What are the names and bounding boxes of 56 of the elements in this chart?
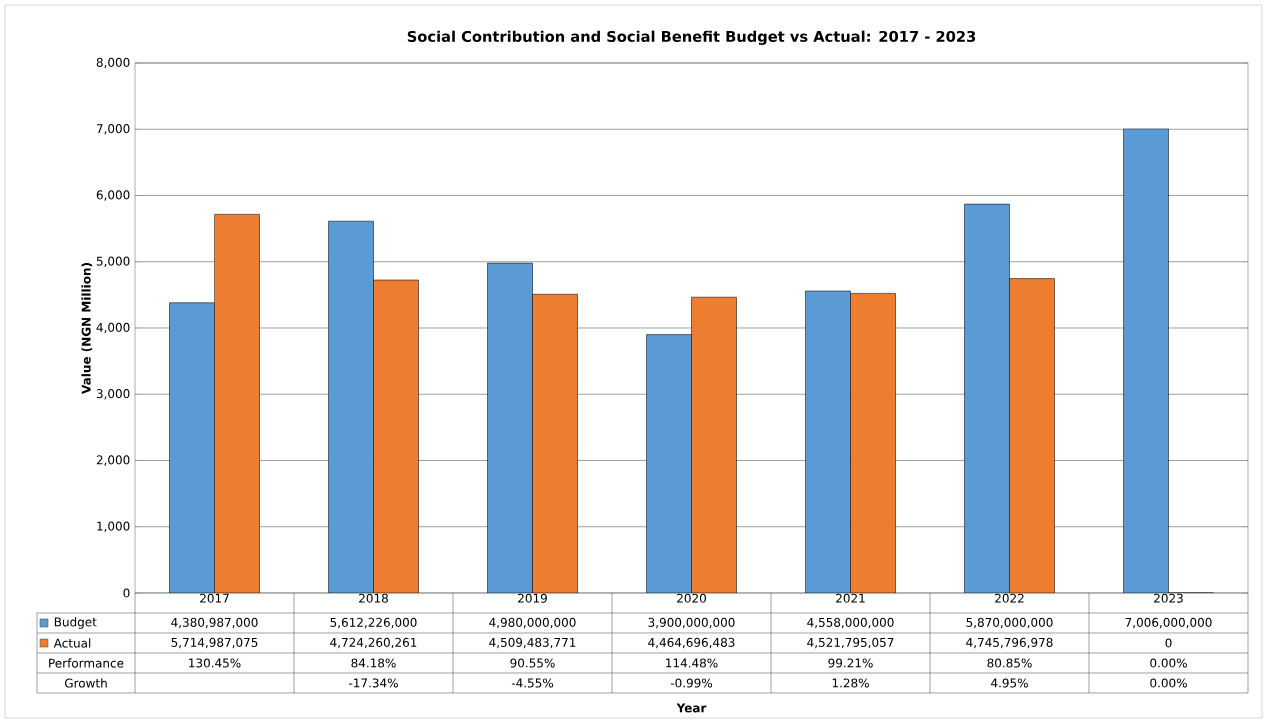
bar xyxy=(850,293,896,593)
legend-label: Budget xyxy=(54,617,97,629)
x-tick-label: 2021 xyxy=(836,593,865,603)
text: 3,900,000,000 xyxy=(648,617,735,629)
bar xyxy=(691,296,737,593)
chart-title: Social Contribution and Social Benefit Budget vs Actual: 2017 - 2023 xyxy=(407,30,976,45)
y-tick-label: 1,000 xyxy=(97,521,130,532)
text: 5,714,987,075 xyxy=(171,637,258,649)
text: 4,724,260,261 xyxy=(330,637,417,649)
text: 5,612,226,000 xyxy=(330,617,417,629)
y-tick-label: 2,000 xyxy=(96,455,130,466)
text: -4.55% xyxy=(511,678,554,688)
text: -0.99% xyxy=(670,678,713,688)
x-tick-label: 2018 xyxy=(359,593,388,603)
y-tick-label: 7,000 xyxy=(96,124,130,135)
text: 0.00% xyxy=(1150,678,1187,688)
text: 114.48% xyxy=(666,658,718,668)
text: 4,521,795,057 xyxy=(807,637,894,649)
text: 4,509,483,771 xyxy=(489,637,576,649)
bar xyxy=(1009,278,1055,593)
text: 4,558,000,000 xyxy=(807,617,894,629)
y-axis-title: Value (NGN Million) xyxy=(81,263,93,394)
text: 5,870,000,000 xyxy=(966,617,1053,629)
legend-label: Actual xyxy=(53,638,91,648)
text: 99.21% xyxy=(828,658,873,668)
x-tick-label: 2023 xyxy=(1154,593,1183,603)
bar xyxy=(532,294,578,593)
text: 4,980,000,000 xyxy=(489,617,576,629)
y-tick-label: 6,000 xyxy=(96,190,130,201)
text: 0.00% xyxy=(1150,658,1187,668)
bar xyxy=(373,279,419,593)
text: -17.34% xyxy=(349,678,398,688)
text: 4,380,987,000 xyxy=(171,617,258,629)
text: 4,745,796,978 xyxy=(966,637,1053,649)
y-tick-label: 4,000 xyxy=(96,322,130,334)
y-tick-label: 3,000 xyxy=(96,389,130,400)
x-tick-label: 2020 xyxy=(677,593,706,603)
text: 4,464,696,483 xyxy=(648,637,735,649)
y-tick-label: 5,000 xyxy=(96,256,130,267)
text: Year xyxy=(676,703,707,713)
text: Growth xyxy=(64,678,107,688)
y-tick-label: 8,000 xyxy=(96,57,130,69)
text: 0 xyxy=(1165,638,1172,648)
x-tick-label: 2019 xyxy=(518,593,547,603)
text: 84.18% xyxy=(351,658,396,668)
text: Performance xyxy=(49,658,124,668)
x-tick-label: 2022 xyxy=(995,593,1024,603)
text: 4.95% xyxy=(991,678,1028,688)
text: 80.85% xyxy=(987,658,1032,668)
text: 130.45% xyxy=(189,658,241,668)
text: 7,006,000,000 xyxy=(1125,617,1212,629)
x-tick-label: 2017 xyxy=(200,593,229,603)
bar xyxy=(214,214,260,593)
y-tick-label: 0 xyxy=(123,588,130,598)
text: 90.55% xyxy=(510,658,555,668)
text: 1.28% xyxy=(832,678,869,688)
